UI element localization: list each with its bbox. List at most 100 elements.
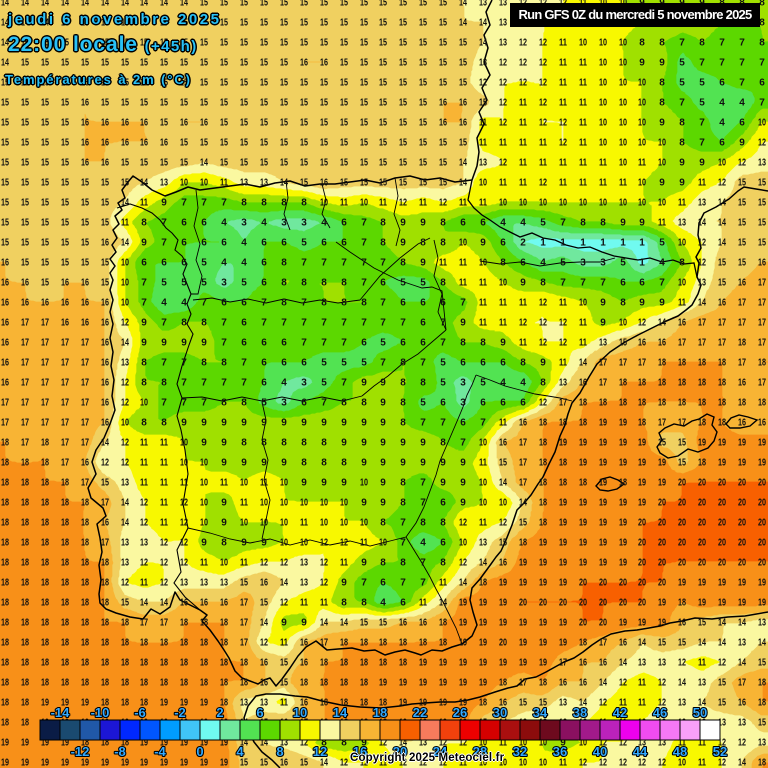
- svg-text:12: 12: [539, 298, 547, 309]
- svg-text:6: 6: [460, 358, 466, 369]
- svg-text:10: 10: [180, 178, 188, 189]
- svg-text:6: 6: [440, 298, 446, 309]
- svg-text:6: 6: [261, 238, 267, 249]
- svg-text:11: 11: [519, 138, 527, 149]
- svg-text:13: 13: [738, 638, 746, 649]
- svg-text:15: 15: [121, 158, 129, 169]
- svg-text:9: 9: [341, 418, 347, 429]
- svg-text:17: 17: [81, 398, 89, 409]
- svg-text:19: 19: [399, 678, 407, 689]
- svg-text:15: 15: [439, 18, 447, 29]
- svg-text:15: 15: [340, 98, 348, 109]
- svg-text:18: 18: [61, 658, 69, 669]
- svg-text:4: 4: [241, 238, 247, 249]
- svg-text:20: 20: [698, 478, 706, 489]
- svg-text:12: 12: [459, 518, 467, 529]
- svg-text:19: 19: [599, 538, 607, 549]
- svg-text:19: 19: [599, 438, 607, 449]
- svg-text:5: 5: [161, 278, 167, 289]
- svg-text:12: 12: [313, 744, 327, 759]
- svg-text:14: 14: [1, 38, 9, 49]
- svg-text:15: 15: [21, 98, 29, 109]
- svg-text:8: 8: [161, 378, 167, 389]
- svg-text:11: 11: [619, 698, 627, 709]
- svg-text:12: 12: [499, 98, 507, 109]
- svg-text:15: 15: [340, 78, 348, 89]
- svg-text:11: 11: [459, 198, 467, 209]
- svg-text:15: 15: [320, 158, 328, 169]
- svg-text:13: 13: [220, 578, 228, 589]
- svg-text:10: 10: [519, 738, 527, 749]
- svg-text:16: 16: [1, 278, 9, 289]
- svg-text:10: 10: [519, 758, 527, 768]
- svg-text:8: 8: [341, 458, 347, 469]
- svg-text:18: 18: [41, 658, 49, 669]
- svg-text:4: 4: [659, 258, 665, 269]
- svg-text:30: 30: [493, 706, 507, 720]
- svg-text:18: 18: [21, 458, 29, 469]
- svg-text:15: 15: [200, 78, 208, 89]
- svg-text:11: 11: [599, 158, 607, 169]
- svg-text:12: 12: [160, 558, 168, 569]
- svg-text:10: 10: [280, 478, 288, 489]
- svg-text:10: 10: [140, 398, 148, 409]
- svg-text:19: 19: [619, 438, 627, 449]
- svg-text:9: 9: [620, 218, 626, 229]
- svg-text:11: 11: [360, 538, 368, 549]
- svg-text:7: 7: [361, 278, 367, 289]
- svg-text:8: 8: [181, 318, 187, 329]
- svg-text:6: 6: [281, 358, 287, 369]
- svg-text:5: 5: [420, 278, 426, 289]
- svg-text:15: 15: [379, 38, 387, 49]
- svg-text:17: 17: [81, 418, 89, 429]
- svg-text:11: 11: [698, 658, 706, 669]
- svg-text:14: 14: [320, 618, 328, 629]
- svg-text:10: 10: [619, 198, 627, 209]
- svg-text:11: 11: [579, 158, 587, 169]
- svg-text:19: 19: [519, 638, 527, 649]
- svg-text:6: 6: [361, 338, 367, 349]
- svg-text:19: 19: [539, 638, 547, 649]
- svg-text:8: 8: [620, 298, 626, 309]
- svg-text:19: 19: [81, 698, 89, 709]
- svg-text:10: 10: [658, 158, 666, 169]
- svg-text:11: 11: [479, 298, 487, 309]
- svg-text:10: 10: [340, 498, 348, 509]
- svg-text:15: 15: [81, 238, 89, 249]
- svg-text:18: 18: [519, 538, 527, 549]
- svg-text:19: 19: [101, 758, 109, 768]
- svg-text:15: 15: [41, 118, 49, 129]
- svg-text:6: 6: [241, 338, 247, 349]
- svg-text:17: 17: [559, 398, 567, 409]
- svg-text:12: 12: [121, 458, 129, 469]
- svg-text:15: 15: [519, 518, 527, 529]
- svg-text:13: 13: [140, 538, 148, 549]
- svg-text:18: 18: [439, 618, 447, 629]
- svg-text:8: 8: [301, 198, 307, 209]
- svg-text:8: 8: [321, 738, 327, 749]
- svg-text:17: 17: [21, 358, 29, 369]
- svg-text:15: 15: [758, 238, 766, 249]
- svg-text:10: 10: [260, 498, 268, 509]
- svg-text:7: 7: [361, 218, 367, 229]
- svg-text:7: 7: [341, 378, 347, 389]
- svg-text:14: 14: [41, 18, 49, 29]
- svg-text:9: 9: [699, 158, 705, 169]
- svg-text:13: 13: [698, 678, 706, 689]
- svg-text:6: 6: [241, 298, 247, 309]
- svg-text:9: 9: [400, 458, 406, 469]
- svg-text:15: 15: [320, 118, 328, 129]
- svg-text:32: 32: [513, 744, 527, 759]
- svg-text:13: 13: [499, 0, 507, 9]
- svg-text:13: 13: [300, 578, 308, 589]
- svg-text:19: 19: [658, 458, 666, 469]
- svg-text:6: 6: [380, 278, 386, 289]
- svg-text:18: 18: [41, 558, 49, 569]
- svg-text:12: 12: [121, 318, 129, 329]
- svg-text:7: 7: [460, 298, 466, 309]
- svg-text:15: 15: [140, 18, 148, 29]
- svg-text:12: 12: [121, 398, 129, 409]
- svg-text:11: 11: [638, 698, 646, 709]
- svg-text:17: 17: [21, 318, 29, 329]
- svg-text:19: 19: [619, 518, 627, 529]
